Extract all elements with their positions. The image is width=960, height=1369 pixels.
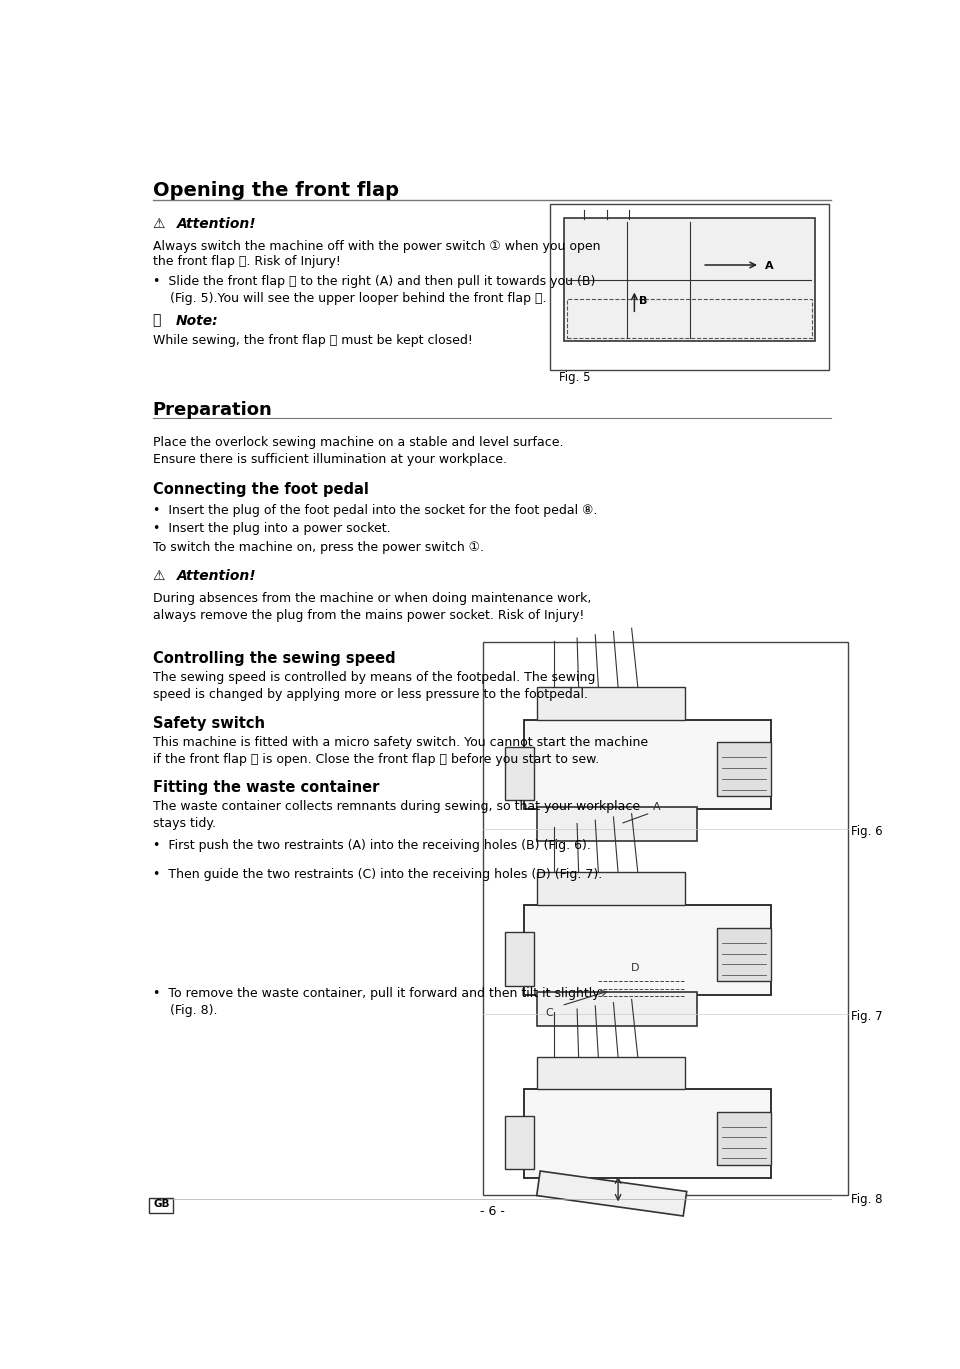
Text: A: A: [653, 802, 660, 812]
Bar: [150, 1198, 173, 1213]
Text: Attention!: Attention!: [178, 568, 257, 583]
Text: - 6 -: - 6 -: [480, 1205, 504, 1218]
Text: Fig. 7: Fig. 7: [851, 1010, 882, 1023]
Text: Note:: Note:: [176, 314, 219, 327]
Bar: [505, 1116, 535, 1169]
Text: •  Insert the plug into a power socket.: • Insert the plug into a power socket.: [153, 523, 390, 535]
Bar: [717, 742, 771, 795]
Text: •  First push the two restraints (A) into the receiving holes (B) (Fig. 6).: • First push the two restraints (A) into…: [153, 839, 590, 852]
Bar: [505, 932, 535, 986]
Text: stays tidy.: stays tidy.: [153, 817, 216, 830]
Text: D: D: [631, 962, 639, 973]
Text: Opening the front flap: Opening the front flap: [153, 181, 398, 200]
Bar: [483, 642, 849, 1195]
Bar: [537, 993, 697, 1027]
Text: The waste container collects remnants during sewing, so that your workplace: The waste container collects remnants du…: [153, 801, 639, 813]
Text: The sewing speed is controlled by means of the footpedal. The sewing: The sewing speed is controlled by means …: [153, 671, 595, 684]
Text: if the front flap ⓙ is open. Close the front flap ⓙ before you start to sew.: if the front flap ⓙ is open. Close the f…: [153, 753, 599, 765]
Text: ⓘ: ⓘ: [153, 314, 171, 327]
Text: •  Then guide the two restraints (C) into the receiving holes (D) (Fig. 7).: • Then guide the two restraints (C) into…: [153, 868, 602, 882]
Text: Controlling the sewing speed: Controlling the sewing speed: [153, 650, 396, 665]
Bar: [537, 687, 684, 720]
Text: •  Insert the plug of the foot pedal into the socket for the foot pedal ⑧.: • Insert the plug of the foot pedal into…: [153, 504, 597, 517]
Text: C: C: [545, 1008, 553, 1017]
Text: Place the overlock sewing machine on a stable and level surface.: Place the overlock sewing machine on a s…: [153, 437, 564, 449]
Bar: [717, 928, 771, 982]
Bar: [524, 905, 771, 995]
Bar: [537, 872, 684, 905]
Text: ⚠: ⚠: [153, 568, 175, 583]
Text: GB: GB: [154, 1199, 170, 1209]
Text: •  To remove the waste container, pull it forward and then tilt it slightly: • To remove the waste container, pull it…: [153, 987, 599, 1001]
Text: (Fig. 8).: (Fig. 8).: [170, 1005, 217, 1017]
Bar: [564, 218, 815, 341]
Text: This machine is fitted with a micro safety switch. You cannot start the machine: This machine is fitted with a micro safe…: [153, 735, 648, 749]
Text: Connecting the foot pedal: Connecting the foot pedal: [153, 482, 369, 497]
Bar: [537, 1057, 684, 1090]
Text: During absences from the machine or when doing maintenance work,: During absences from the machine or when…: [153, 591, 591, 605]
Bar: [550, 204, 829, 370]
Bar: [537, 1170, 686, 1216]
Text: Fig. 5: Fig. 5: [560, 371, 591, 385]
Text: speed is changed by applying more or less pressure to the footpedal.: speed is changed by applying more or les…: [153, 687, 588, 701]
Bar: [567, 298, 812, 338]
Bar: [505, 746, 535, 801]
Text: While sewing, the front flap ⓙ must be kept closed!: While sewing, the front flap ⓙ must be k…: [153, 334, 472, 346]
Text: Fig. 6: Fig. 6: [851, 826, 882, 838]
Text: To switch the machine on, press the power switch ①.: To switch the machine on, press the powe…: [153, 541, 484, 554]
Text: Attention!: Attention!: [178, 216, 257, 230]
Text: B: B: [639, 296, 647, 305]
Text: Ensure there is sufficient illumination at your workplace.: Ensure there is sufficient illumination …: [153, 453, 507, 465]
Text: Safety switch: Safety switch: [153, 716, 265, 731]
Text: Fig. 8: Fig. 8: [851, 1192, 882, 1206]
Text: (Fig. 5).You will see the upper looper behind the front flap ⓙ.: (Fig. 5).You will see the upper looper b…: [170, 292, 546, 305]
Text: A: A: [765, 261, 774, 271]
Text: Always switch the machine off with the power switch ① when you open
the front fl: Always switch the machine off with the p…: [153, 240, 600, 268]
Text: Preparation: Preparation: [153, 401, 273, 419]
Text: ⚠: ⚠: [153, 216, 175, 230]
Bar: [537, 806, 697, 841]
Text: •  Slide the front flap ⓙ to the right (A) and then pull it towards you (B): • Slide the front flap ⓙ to the right (A…: [153, 275, 595, 287]
Bar: [524, 1090, 771, 1177]
Text: always remove the plug from the mains power socket. Risk of Injury!: always remove the plug from the mains po…: [153, 609, 584, 622]
Text: Fitting the waste container: Fitting the waste container: [153, 780, 379, 795]
Bar: [524, 720, 771, 809]
Bar: [717, 1112, 771, 1165]
